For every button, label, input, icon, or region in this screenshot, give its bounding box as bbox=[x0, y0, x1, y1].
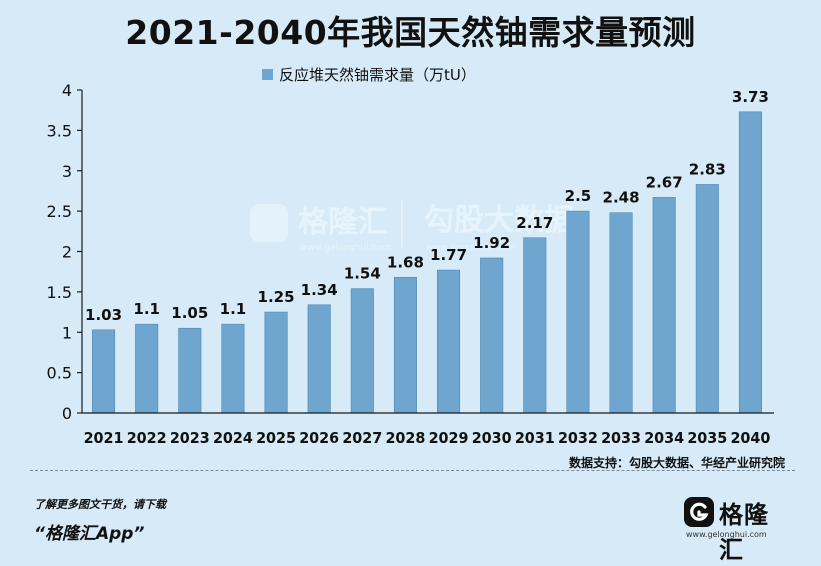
y-tick-label: 3 bbox=[62, 162, 72, 181]
bar-2023 bbox=[178, 327, 202, 414]
y-tick-label: 0 bbox=[62, 404, 72, 423]
x-tick-label-2031: 2031 bbox=[515, 429, 555, 447]
legend-label: 反应堆天然铀需求量（万tU） bbox=[279, 66, 476, 84]
bar-2028 bbox=[393, 277, 417, 414]
watermark-url-left: www.gelonghui.com bbox=[300, 243, 391, 253]
bar-2034 bbox=[652, 197, 676, 414]
x-tick-label-2025: 2025 bbox=[256, 429, 296, 447]
data-label-2024: 1.1 bbox=[220, 300, 247, 318]
promo-text: 了解更多图文干货，请下载 bbox=[34, 498, 166, 511]
bar-2022 bbox=[135, 323, 159, 414]
bar-2031 bbox=[523, 237, 547, 414]
bar-2029 bbox=[437, 269, 461, 414]
x-tick-label-2035: 2035 bbox=[687, 429, 727, 447]
data-label-2032: 2.5 bbox=[565, 187, 592, 205]
data-label-2033: 2.48 bbox=[603, 189, 640, 207]
x-tick-label-2029: 2029 bbox=[429, 429, 469, 447]
data-label-2028: 1.68 bbox=[387, 253, 424, 271]
x-tick-label-2030: 2030 bbox=[472, 429, 512, 447]
x-tick-label-2027: 2027 bbox=[342, 429, 382, 447]
watermark-right: 勾股大数据 bbox=[424, 203, 574, 238]
bar-chart: 格隆汇 www.gelonghui.com 勾股大数据 www.gogudata.co… bbox=[47, 66, 774, 447]
data-label-2022: 1.1 bbox=[133, 300, 160, 318]
bar-2030 bbox=[480, 257, 504, 414]
data-label-2034: 2.67 bbox=[646, 173, 683, 191]
bars bbox=[92, 111, 762, 414]
bar-2032 bbox=[566, 210, 590, 414]
legend: 反应堆天然铀需求量（万tU） bbox=[262, 66, 476, 84]
legend-swatch bbox=[262, 69, 273, 80]
brand-g-icon bbox=[684, 497, 714, 527]
x-axis: 2021 2022 2023 2024 2025 2026 2027 2028 2029 2030… bbox=[82, 412, 774, 447]
y-tick-label: 1 bbox=[62, 323, 72, 342]
y-tick-label: 4 bbox=[62, 81, 72, 100]
watermark-url-right: www.gogudata.com bbox=[426, 243, 515, 253]
bar-2033 bbox=[609, 212, 633, 414]
brand-logo: 格隆汇 www.gelonghui.com bbox=[683, 494, 788, 564]
data-label-2031: 2.17 bbox=[516, 214, 553, 232]
x-tick-label-2023: 2023 bbox=[170, 429, 210, 447]
watermark-left: 格隆汇 bbox=[298, 205, 388, 240]
bar-2021 bbox=[92, 329, 116, 414]
data-label-2026: 1.34 bbox=[301, 281, 338, 299]
y-axis: 0 0.5 1 1.5 2 2.5 3 3.5 4 bbox=[47, 81, 83, 423]
brand-name: 格隆汇 bbox=[719, 501, 769, 564]
x-tick-label-2022: 2022 bbox=[127, 429, 167, 447]
x-tick-label-2024: 2024 bbox=[213, 429, 253, 447]
bar-2025 bbox=[264, 311, 288, 414]
data-label-2035: 2.83 bbox=[689, 160, 726, 178]
y-tick-label: 2.5 bbox=[47, 202, 72, 221]
y-tick-label: 0.5 bbox=[47, 364, 72, 383]
y-tick-label: 1.5 bbox=[47, 283, 72, 302]
x-tick-label-2032: 2032 bbox=[558, 429, 598, 447]
data-label-2027: 1.54 bbox=[344, 265, 381, 283]
x-tick-label-2034: 2034 bbox=[644, 429, 684, 447]
x-tick-label-2033: 2033 bbox=[601, 429, 641, 447]
bar-2027 bbox=[350, 288, 374, 414]
source-note: 数据支持：勾股大数据、华经产业研究院 bbox=[568, 456, 785, 470]
promo-app-name: “格隆汇App” bbox=[34, 524, 145, 544]
x-tick-label-2026: 2026 bbox=[299, 429, 339, 447]
data-label-2029: 1.77 bbox=[430, 246, 467, 264]
data-label-2025: 1.25 bbox=[258, 288, 295, 306]
y-tick-label: 3.5 bbox=[47, 121, 72, 140]
y-tick-label: 2 bbox=[62, 243, 72, 262]
data-labels: 1.03 1.1 1.05 1.1 1.25 1.34 1.54 1.68 1.77 1.92 2.… bbox=[85, 88, 769, 324]
chart-title: 2021-2040年我国天然铀需求量预测 bbox=[125, 13, 696, 52]
data-label-2023: 1.05 bbox=[171, 304, 208, 322]
x-tick-label-2040: 2040 bbox=[730, 429, 770, 447]
bar-2026 bbox=[307, 304, 331, 414]
footer-divider bbox=[30, 470, 795, 471]
bar-2035 bbox=[695, 184, 719, 414]
x-tick-label-2021: 2021 bbox=[84, 429, 124, 447]
data-label-2021: 1.03 bbox=[85, 306, 122, 324]
bar-2040 bbox=[738, 111, 762, 414]
bar-2024 bbox=[221, 323, 245, 414]
data-label-2040: 3.73 bbox=[732, 88, 769, 106]
watermark-g-icon bbox=[250, 204, 288, 242]
watermark: 格隆汇 www.gelonghui.com 勾股大数据 www.gogudata.co… bbox=[250, 200, 574, 253]
data-label-2030: 1.92 bbox=[473, 234, 510, 252]
x-tick-label-2028: 2028 bbox=[385, 429, 425, 447]
brand-url: www.gelonghui.com bbox=[686, 530, 767, 539]
